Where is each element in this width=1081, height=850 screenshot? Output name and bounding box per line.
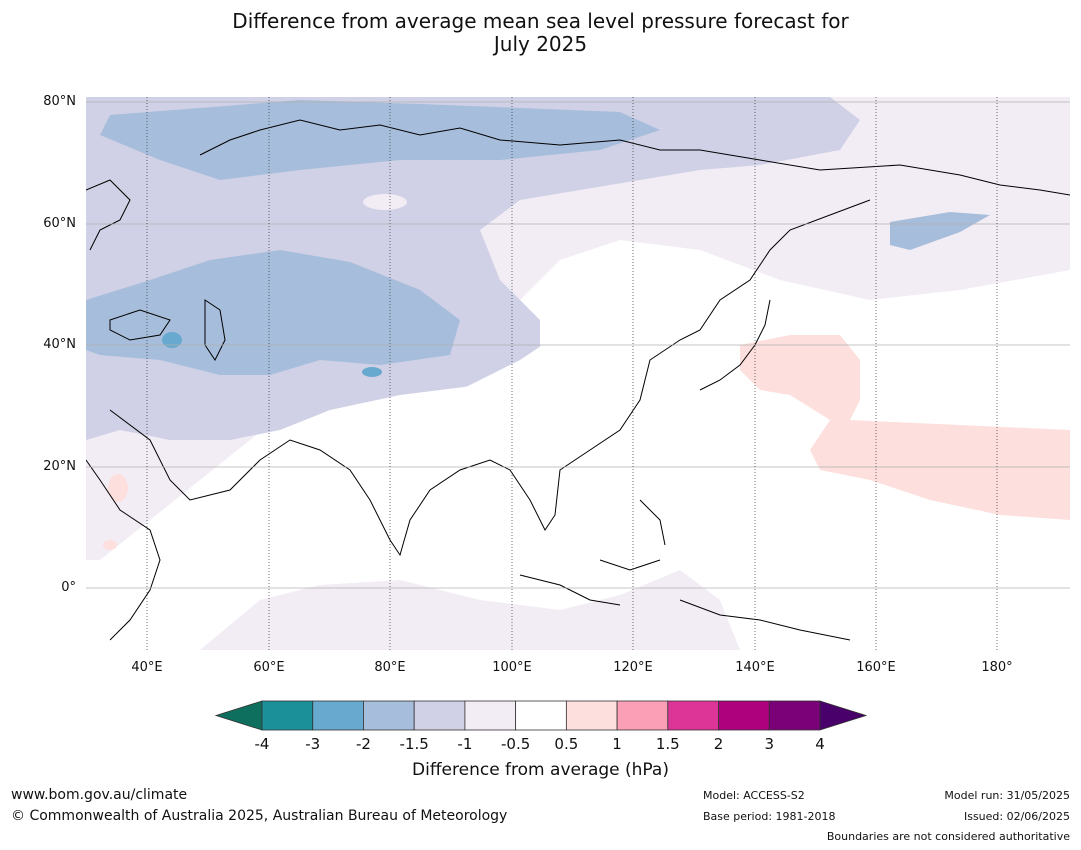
lon-label-80e: 80°E (374, 660, 406, 675)
lon-label-180: 180° (981, 660, 1013, 675)
colorbar-extend-high (819, 700, 868, 731)
colorbar-extend-low (214, 700, 263, 731)
footer-model: Model: ACCESS-S2 (703, 789, 805, 802)
footer-issued: Issued: 02/06/2025 (963, 810, 1070, 823)
lat-label-40n: 40°N (43, 337, 76, 352)
anomaly-region-neutral-siberia (363, 194, 407, 210)
anomaly-region-minus-0.5-equator (200, 570, 740, 650)
colorbar-swatch (768, 700, 821, 731)
coastline-black-caspian (109, 299, 226, 361)
colorbar-tick-label: -1.5 (399, 735, 429, 753)
title-line-2: July 2025 (493, 32, 588, 56)
coastlines (86, 119, 1070, 641)
lon-label-140e: 140°E (735, 660, 775, 675)
colorbar-tick-label: 1.5 (655, 735, 680, 753)
colorbar-tick-label: 0.5 (554, 735, 579, 753)
colorbar-swatch (565, 700, 618, 731)
colorbar (214, 700, 868, 731)
anomaly-region-minus-2-caucasus (162, 332, 182, 348)
anomaly-region-neutral-pacific-hole (959, 407, 985, 417)
colorbar-tick-label: -4 (254, 735, 270, 753)
lat-label-60n: 60°N (43, 216, 76, 231)
colorbar-tick-label: 3 (764, 735, 775, 753)
lon-label-120e: 120°E (613, 660, 653, 675)
lat-label-0: 0° (61, 580, 76, 595)
footer-url: www.bom.gov.au/climate (11, 787, 188, 803)
colorbar-tick-label: -3 (305, 735, 321, 753)
footer-model-run: Model run: 31/05/2025 (944, 789, 1070, 802)
colorbar-tick-label: -2 (355, 735, 371, 753)
lon-label-160e: 160°E (856, 660, 896, 675)
lon-label-100e: 100°E (492, 660, 532, 675)
colorbar-swatch (718, 700, 770, 731)
anomaly-region-plus-0.5-redsea (108, 474, 128, 502)
anomaly-region-minus-2-himalaya (362, 367, 382, 377)
lon-label-40e: 40°E (131, 660, 163, 675)
colorbar-swatch (312, 700, 364, 731)
anomaly-region-neutral-south-asia (340, 265, 1070, 650)
coastline-sea-islands (519, 499, 851, 641)
graticule (86, 97, 1070, 650)
footer-base-period: Base period: 1981-2018 (703, 810, 836, 823)
colorbar-tick-label: -0.5 (500, 735, 531, 753)
coastline-arabia-india (109, 199, 871, 557)
colorbar-swatch (363, 700, 415, 731)
colorbar-tick-label: 2 (713, 735, 724, 753)
colorbar-swatch (413, 700, 466, 731)
colorbar-swatch (464, 700, 517, 731)
coastline-japan (699, 299, 771, 391)
map-panel: 80°N 60°N 40°N 20°N 0° 40°E 60°E 80°E 10… (43, 94, 1070, 675)
title-line-1: Difference from average mean sea level p… (232, 9, 849, 33)
coastline-africa-east (86, 459, 161, 641)
colorbar-swatch (667, 700, 719, 731)
coastline-europe-west (86, 179, 131, 251)
colorbar-title: Difference from average (hPa) (412, 760, 669, 780)
colorbar-tick-label: 4 (815, 735, 825, 753)
lon-label-60e: 60°E (253, 660, 285, 675)
colorbar-swatch (515, 700, 567, 731)
anomaly-region-plus-0.5-horn (103, 540, 117, 550)
lat-label-20n: 20°N (43, 459, 76, 474)
colorbar-swatch (616, 700, 669, 731)
anomaly-region-plus-0.5-pacific (740, 335, 1070, 520)
anomaly-region-minus-1.5-east (890, 212, 990, 250)
colorbar-tick-label: -1 (457, 735, 473, 753)
coastline-arctic-russia (199, 119, 1070, 196)
footer-disclaimer: Boundaries are not considered authoritat… (826, 830, 1070, 843)
anomaly-region-minus-1.5-central (100, 100, 660, 180)
colorbar-tick-label: 1 (612, 735, 622, 753)
map-svg (86, 97, 1070, 650)
pressure-anomaly-field (86, 97, 1070, 650)
map-title: Difference from average mean sea level p… (0, 10, 1081, 56)
colorbar-swatch (261, 700, 314, 731)
lat-label-80n: 80°N (43, 94, 76, 109)
footer-copyright: © Commonwealth of Australia 2025, Austra… (11, 808, 508, 824)
